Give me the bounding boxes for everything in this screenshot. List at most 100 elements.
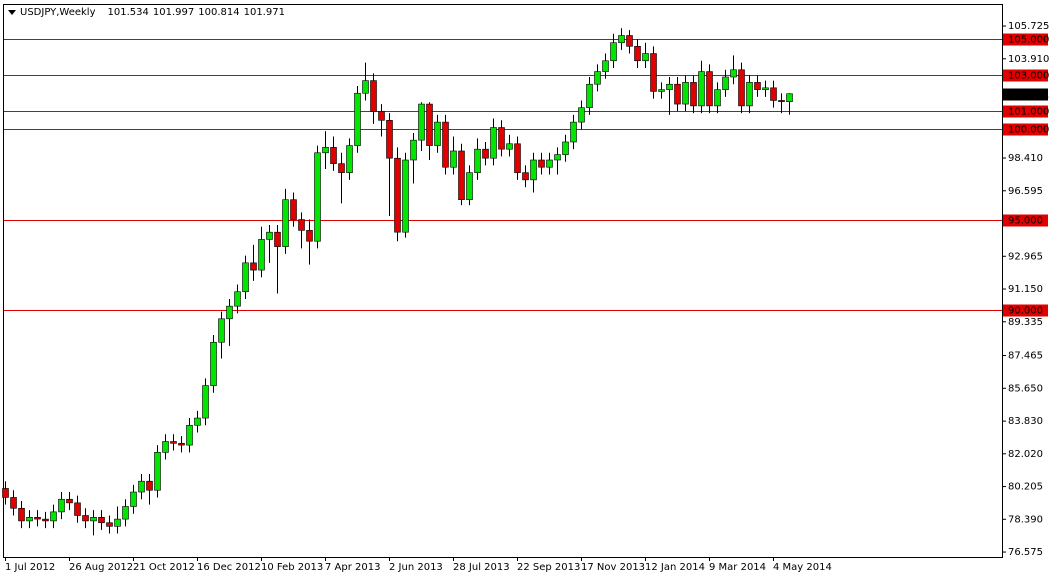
candle-body-up bbox=[714, 89, 721, 107]
candle-body-down bbox=[34, 517, 41, 520]
x-tick-label: 17 Nov 2013 bbox=[581, 562, 645, 573]
level-label-box bbox=[1003, 33, 1048, 46]
y-tick-label: 103.910 bbox=[1008, 54, 1049, 65]
x-tick-label: 9 Mar 2014 bbox=[709, 562, 766, 573]
x-tick-label: 16 Dec 2012 bbox=[197, 562, 261, 573]
candle-body-down bbox=[250, 262, 257, 271]
candle-body-down bbox=[770, 87, 777, 101]
y-tick-label: 82.020 bbox=[1008, 449, 1043, 460]
header-values: 101.534 101.997 100.814 101.971 bbox=[108, 7, 285, 18]
candle-body-down bbox=[274, 231, 281, 247]
price-label: 101.971 bbox=[1008, 90, 1049, 101]
candle-body-up bbox=[506, 143, 513, 150]
candle-body-down bbox=[178, 443, 185, 446]
y-tick-label: 92.965 bbox=[1008, 251, 1043, 262]
candle-body-up bbox=[90, 517, 97, 522]
candle-body-up bbox=[618, 35, 625, 44]
candle-body-up bbox=[242, 262, 249, 293]
level-label-box bbox=[1003, 304, 1048, 317]
y-tick-label: 98.410 bbox=[1008, 153, 1043, 164]
candle-body-down bbox=[522, 172, 529, 181]
level-label-box bbox=[1003, 69, 1048, 82]
candle-body-down bbox=[74, 502, 81, 516]
candle-body-up bbox=[434, 121, 441, 146]
candle-body-down bbox=[626, 35, 633, 47]
level-label: 100.000 bbox=[1008, 125, 1049, 136]
candle-body-up bbox=[346, 145, 353, 173]
candle-body-down bbox=[386, 120, 393, 159]
candle-body-up bbox=[602, 60, 609, 72]
x-tick-label: 7 Apr 2013 bbox=[325, 562, 380, 573]
y-tick-label: 76.575 bbox=[1008, 547, 1043, 558]
candle-body-down bbox=[18, 507, 25, 522]
candle-body-up bbox=[50, 511, 57, 522]
candle-body-down bbox=[370, 80, 377, 112]
candle-body-up bbox=[58, 498, 65, 513]
candle-body-down bbox=[690, 82, 697, 107]
plot-frame bbox=[3, 4, 1003, 558]
candle-body-up bbox=[130, 491, 137, 507]
level-label-box bbox=[1003, 123, 1048, 136]
candle-body-up bbox=[186, 424, 193, 446]
candle-body-down bbox=[2, 488, 9, 498]
candle-body-up bbox=[202, 385, 209, 419]
level-label: 103.000 bbox=[1008, 71, 1049, 82]
candle-body-up bbox=[418, 103, 425, 141]
candle-body-up bbox=[162, 441, 169, 453]
candle-body-down bbox=[170, 441, 177, 444]
candle-body-down bbox=[290, 199, 297, 220]
candle-body-down bbox=[98, 517, 105, 524]
candle-body-up bbox=[562, 141, 569, 155]
candle-body-up bbox=[658, 89, 665, 92]
candle-body-up bbox=[570, 121, 577, 143]
candle-body-up bbox=[490, 127, 497, 159]
y-tick-label: 105.725 bbox=[1008, 21, 1049, 32]
level-label: 90.000 bbox=[1008, 306, 1043, 317]
level-label: 101.000 bbox=[1008, 107, 1049, 118]
candle-body-down bbox=[146, 480, 153, 491]
x-tick-label: 4 May 2014 bbox=[773, 562, 832, 573]
candle-body-up bbox=[786, 93, 793, 102]
x-tick-label: 21 Oct 2012 bbox=[133, 562, 195, 573]
candle-body-down bbox=[482, 148, 489, 159]
candle-body-up bbox=[682, 82, 689, 105]
candle-body-down bbox=[106, 522, 113, 527]
candle-body-up bbox=[282, 199, 289, 247]
candle-body-up bbox=[762, 87, 769, 90]
candle-body-up bbox=[218, 318, 225, 343]
x-tick-label: 12 Jan 2014 bbox=[645, 562, 705, 573]
candle-body-up bbox=[362, 80, 369, 94]
candle-body-up bbox=[530, 159, 537, 181]
candle-body-down bbox=[778, 100, 785, 102]
candle-body-up bbox=[746, 82, 753, 107]
candle-body-up bbox=[410, 139, 417, 161]
candle-body-down bbox=[754, 82, 761, 90]
candle-body-up bbox=[610, 42, 617, 62]
y-tick-label: 89.335 bbox=[1008, 317, 1043, 328]
candle-body-down bbox=[378, 110, 385, 121]
candle-body-down bbox=[298, 219, 305, 231]
candle-body-down bbox=[514, 143, 521, 173]
header-value: 100.814 bbox=[198, 7, 239, 18]
x-tick-label: 10 Feb 2013 bbox=[261, 562, 323, 573]
candle-body-down bbox=[306, 230, 313, 242]
candle-body-up bbox=[314, 152, 321, 242]
candle-body-up bbox=[578, 107, 585, 123]
candle-body-up bbox=[546, 159, 553, 168]
candle-body-down bbox=[498, 127, 505, 150]
candle-body-down bbox=[634, 46, 641, 62]
y-tick-label: 96.595 bbox=[1008, 186, 1043, 197]
candle-body-down bbox=[394, 157, 401, 233]
header-value: 101.534 bbox=[108, 7, 149, 18]
candle-body-down bbox=[738, 69, 745, 107]
x-tick-label: 28 Jul 2013 bbox=[453, 562, 510, 573]
candle-body-down bbox=[706, 71, 713, 107]
candles bbox=[2, 28, 793, 536]
candle-body-down bbox=[674, 83, 681, 105]
level-label-box bbox=[1003, 105, 1048, 118]
candle-body-up bbox=[554, 154, 561, 161]
candle-body-up bbox=[322, 147, 329, 154]
x-tick-label: 26 Aug 2012 bbox=[69, 562, 133, 573]
x-tick-label: 2 Jun 2013 bbox=[389, 562, 443, 573]
